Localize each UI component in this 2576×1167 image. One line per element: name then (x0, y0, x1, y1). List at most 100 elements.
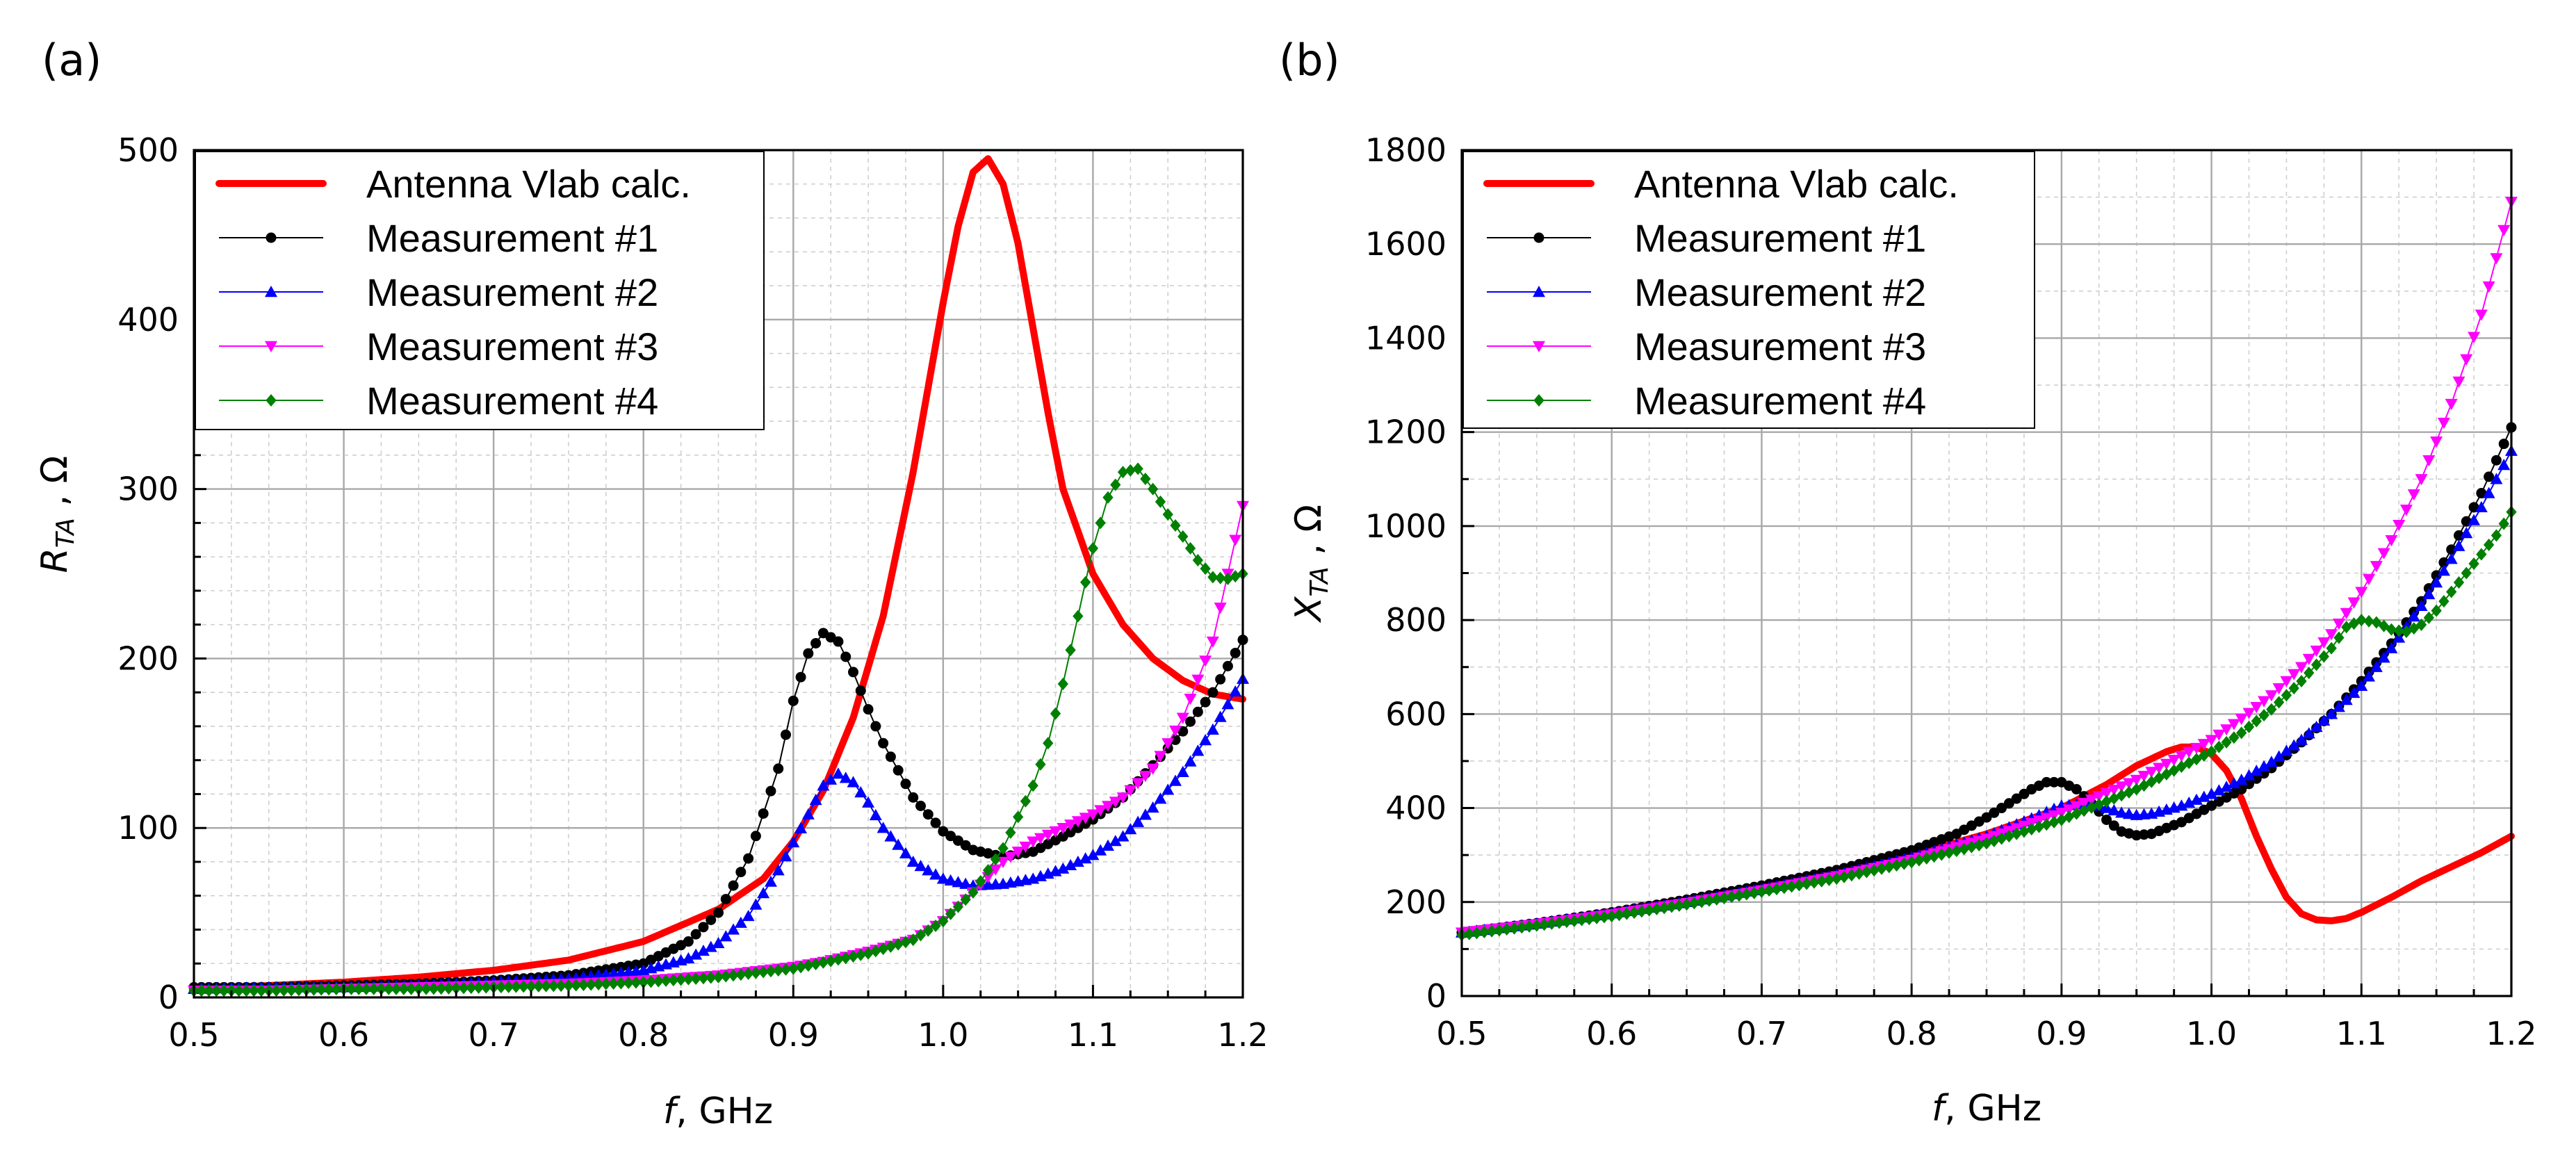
series-measurement-2-point (734, 916, 747, 928)
series-measurement-4-point (375, 982, 387, 995)
series-measurement-1-point (706, 914, 717, 925)
series-measurement-4-point (2333, 631, 2345, 644)
series-measurement-3-point (2100, 787, 2113, 799)
series-measurement-4-point (1906, 856, 1917, 869)
series-measurement-4-point (1726, 890, 1737, 904)
series-measurement-4-point (571, 979, 582, 992)
series-measurement-4-point (1043, 737, 1054, 750)
series-measurement-4-point (1516, 921, 1527, 934)
series-measurement-4-point (2273, 696, 2285, 709)
series-measurement-4-point (2431, 604, 2442, 617)
series-measurement-4-point (1613, 908, 1625, 922)
series-measurement-2-point (922, 864, 935, 876)
series-measurement-3-point (1071, 816, 1084, 828)
series-measurement-4-point (2415, 618, 2427, 631)
y-tick-label: 400 (1385, 790, 1446, 827)
series-measurement-4 (1456, 505, 2517, 942)
series-measurement-4-point (391, 982, 402, 995)
series-measurement-2-point (2437, 564, 2450, 576)
series-measurement-4-point (601, 977, 612, 990)
series-measurement-4-point (1117, 466, 1129, 479)
legend-item-measurement-4: Measurement #4 (219, 379, 658, 423)
series-measurement-3-point (2332, 618, 2345, 630)
series-measurement-2-point (2430, 576, 2443, 588)
series-measurement-4-point (1531, 919, 1542, 932)
series-measurement-3-point (2250, 701, 2263, 714)
series-measurement-2-point (914, 860, 927, 872)
series-measurement-4-point (2026, 822, 2037, 835)
series-measurement-4-point (1914, 854, 1925, 867)
series-measurement-3-point (2062, 804, 2076, 816)
series-measurement-4-point (2258, 709, 2269, 722)
series-measurement-4-point (203, 984, 215, 997)
x-tick-label: 0.9 (2036, 1015, 2087, 1052)
series-measurement-3-point (1011, 847, 1025, 858)
series-measurement-4-point (2206, 745, 2217, 758)
series-measurement-4-point (450, 981, 462, 995)
series-measurement-4-point (2011, 827, 2022, 840)
series-measurement-4-point (316, 983, 327, 996)
y-tick-label: 500 (117, 131, 179, 169)
y-tick-label: 200 (117, 639, 179, 677)
series-measurement-2-point (1132, 815, 1145, 827)
series-measurement-4-point (1891, 859, 1902, 872)
series-measurement-4-point (982, 864, 994, 877)
series-measurement-3-point (1139, 771, 1152, 783)
series-measurement-4-point (630, 976, 642, 989)
x-tick-label: 0.7 (1736, 1015, 1787, 1052)
series-measurement-4-point (331, 983, 342, 996)
series-measurement-3-point (1214, 603, 1227, 614)
series-measurement-4-point (1140, 472, 1151, 485)
series-measurement-2-point (847, 776, 860, 787)
series-measurement-4-point (256, 984, 267, 997)
series-measurement-3-point (2430, 436, 2443, 448)
x-tick-label: 1.1 (2336, 1015, 2387, 1052)
series-measurement-3-point (2205, 735, 2218, 746)
series-measurement-4-point (1464, 927, 1475, 940)
panel-b: (b) 0.5 0.6 0.7 0.8 0.9 1.0 1.1 1.2 0 200 400 600 8… (1279, 35, 2537, 1129)
series-measurement-4-point (1170, 519, 1181, 532)
series-measurement-4-point (405, 982, 417, 995)
series-measurement-2-point (2415, 599, 2428, 612)
series-measurement-4-point (308, 983, 320, 996)
series-measurement-1-point (922, 809, 934, 820)
series-measurement-2-point (952, 876, 965, 888)
series-measurement-4-point (1996, 832, 2007, 845)
series-measurement-3-point (1027, 836, 1040, 848)
series-measurement-4-point (2146, 775, 2157, 788)
series-measurement-3-point (2363, 573, 2376, 585)
series-measurement-4-point (1876, 862, 1887, 875)
x-tick-label: 1.2 (1217, 1016, 1268, 1054)
series-measurement-4-point (555, 979, 566, 993)
series-measurement-4-point (2176, 760, 2187, 774)
series-measurement-4-point (1599, 911, 1610, 924)
series-measurement-2-point (892, 838, 905, 850)
series-measurement-4-point (218, 984, 229, 997)
series-measurement-3-point (2288, 669, 2301, 680)
series-measurement-4-point (1057, 677, 1068, 690)
series-measurement-4-point (1936, 848, 1947, 861)
legend-item-measurement-2-marker (265, 286, 277, 297)
series-measurement-4-point (1192, 553, 1203, 566)
series-measurement-4-point (638, 976, 649, 989)
series-measurement-4-point (773, 963, 784, 977)
series-measurement-4-point (2123, 785, 2135, 799)
series-measurement-4-point (1674, 899, 1685, 912)
series-measurement-4-point (2408, 621, 2420, 635)
series-measurement-4-point (1943, 846, 1955, 859)
series-measurement-4-point (1651, 902, 1663, 915)
series-measurement-4-point (1155, 495, 1166, 508)
series-measurement-2-point (2175, 799, 2188, 811)
series-measurement-4-point (1591, 911, 1602, 924)
panel-b-label: (b) (1279, 35, 1340, 85)
series-measurement-4-point (750, 966, 762, 979)
x-tick-label: 0.5 (168, 1016, 219, 1054)
series-measurement-4-point (930, 919, 941, 932)
series-measurement-2-point (2265, 756, 2278, 767)
series-measurement-1-point (908, 792, 919, 803)
x-tick-label: 0.8 (1886, 1015, 1937, 1052)
series-measurement-2-point (2183, 796, 2196, 808)
series-measurement-4-point (2310, 658, 2322, 671)
series-measurement-4-point (1095, 516, 1106, 530)
series-measurement-4-point (248, 984, 259, 997)
